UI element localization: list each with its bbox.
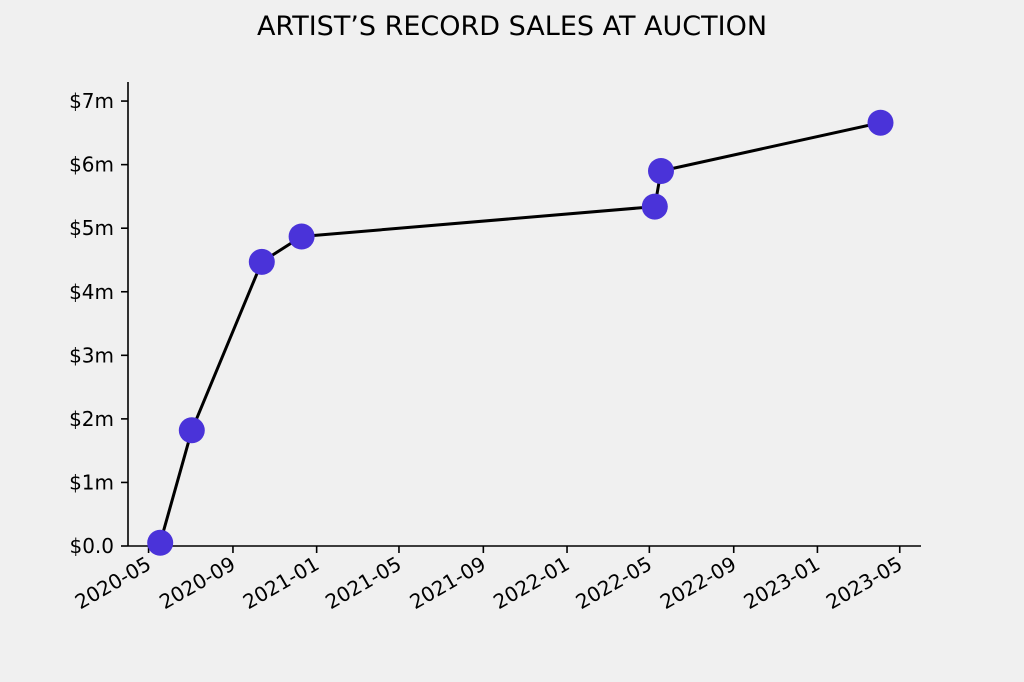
- chart-title: ARTIST’S RECORD SALES AT AUCTION: [257, 11, 767, 42]
- data-point: [648, 158, 674, 184]
- y-tick-label: $5m: [69, 216, 114, 240]
- x-tick-label: 2023-01: [740, 552, 824, 615]
- y-tick-label: $7m: [69, 89, 114, 113]
- y-tick-label: $2m: [69, 407, 114, 431]
- x-tick-label: 2021-05: [321, 552, 405, 615]
- y-tick-label: $6m: [69, 153, 114, 177]
- data-point: [248, 248, 275, 275]
- data-point: [867, 109, 894, 136]
- y-tick-label: $4m: [69, 280, 114, 304]
- x-tick-label: 2020-05: [71, 552, 155, 615]
- x-tick-label: 2020-09: [155, 552, 239, 615]
- y-tick-label: $0.0: [69, 534, 114, 558]
- x-tick-label: 2022-09: [656, 552, 740, 615]
- x-tick-label: 2022-05: [571, 552, 655, 615]
- data-point: [178, 417, 205, 444]
- data-point: [641, 193, 668, 220]
- x-tick-label: 2022-01: [489, 552, 573, 615]
- data-point: [288, 223, 315, 250]
- y-tick-label: $1m: [69, 470, 114, 494]
- x-tick-label: 2021-01: [239, 552, 323, 615]
- x-tick-label: 2023-05: [822, 552, 906, 615]
- data-point: [147, 529, 174, 556]
- series-line: [158, 121, 881, 544]
- y-tick-label: $3m: [69, 343, 114, 367]
- x-tick-label: 2021-09: [405, 552, 489, 615]
